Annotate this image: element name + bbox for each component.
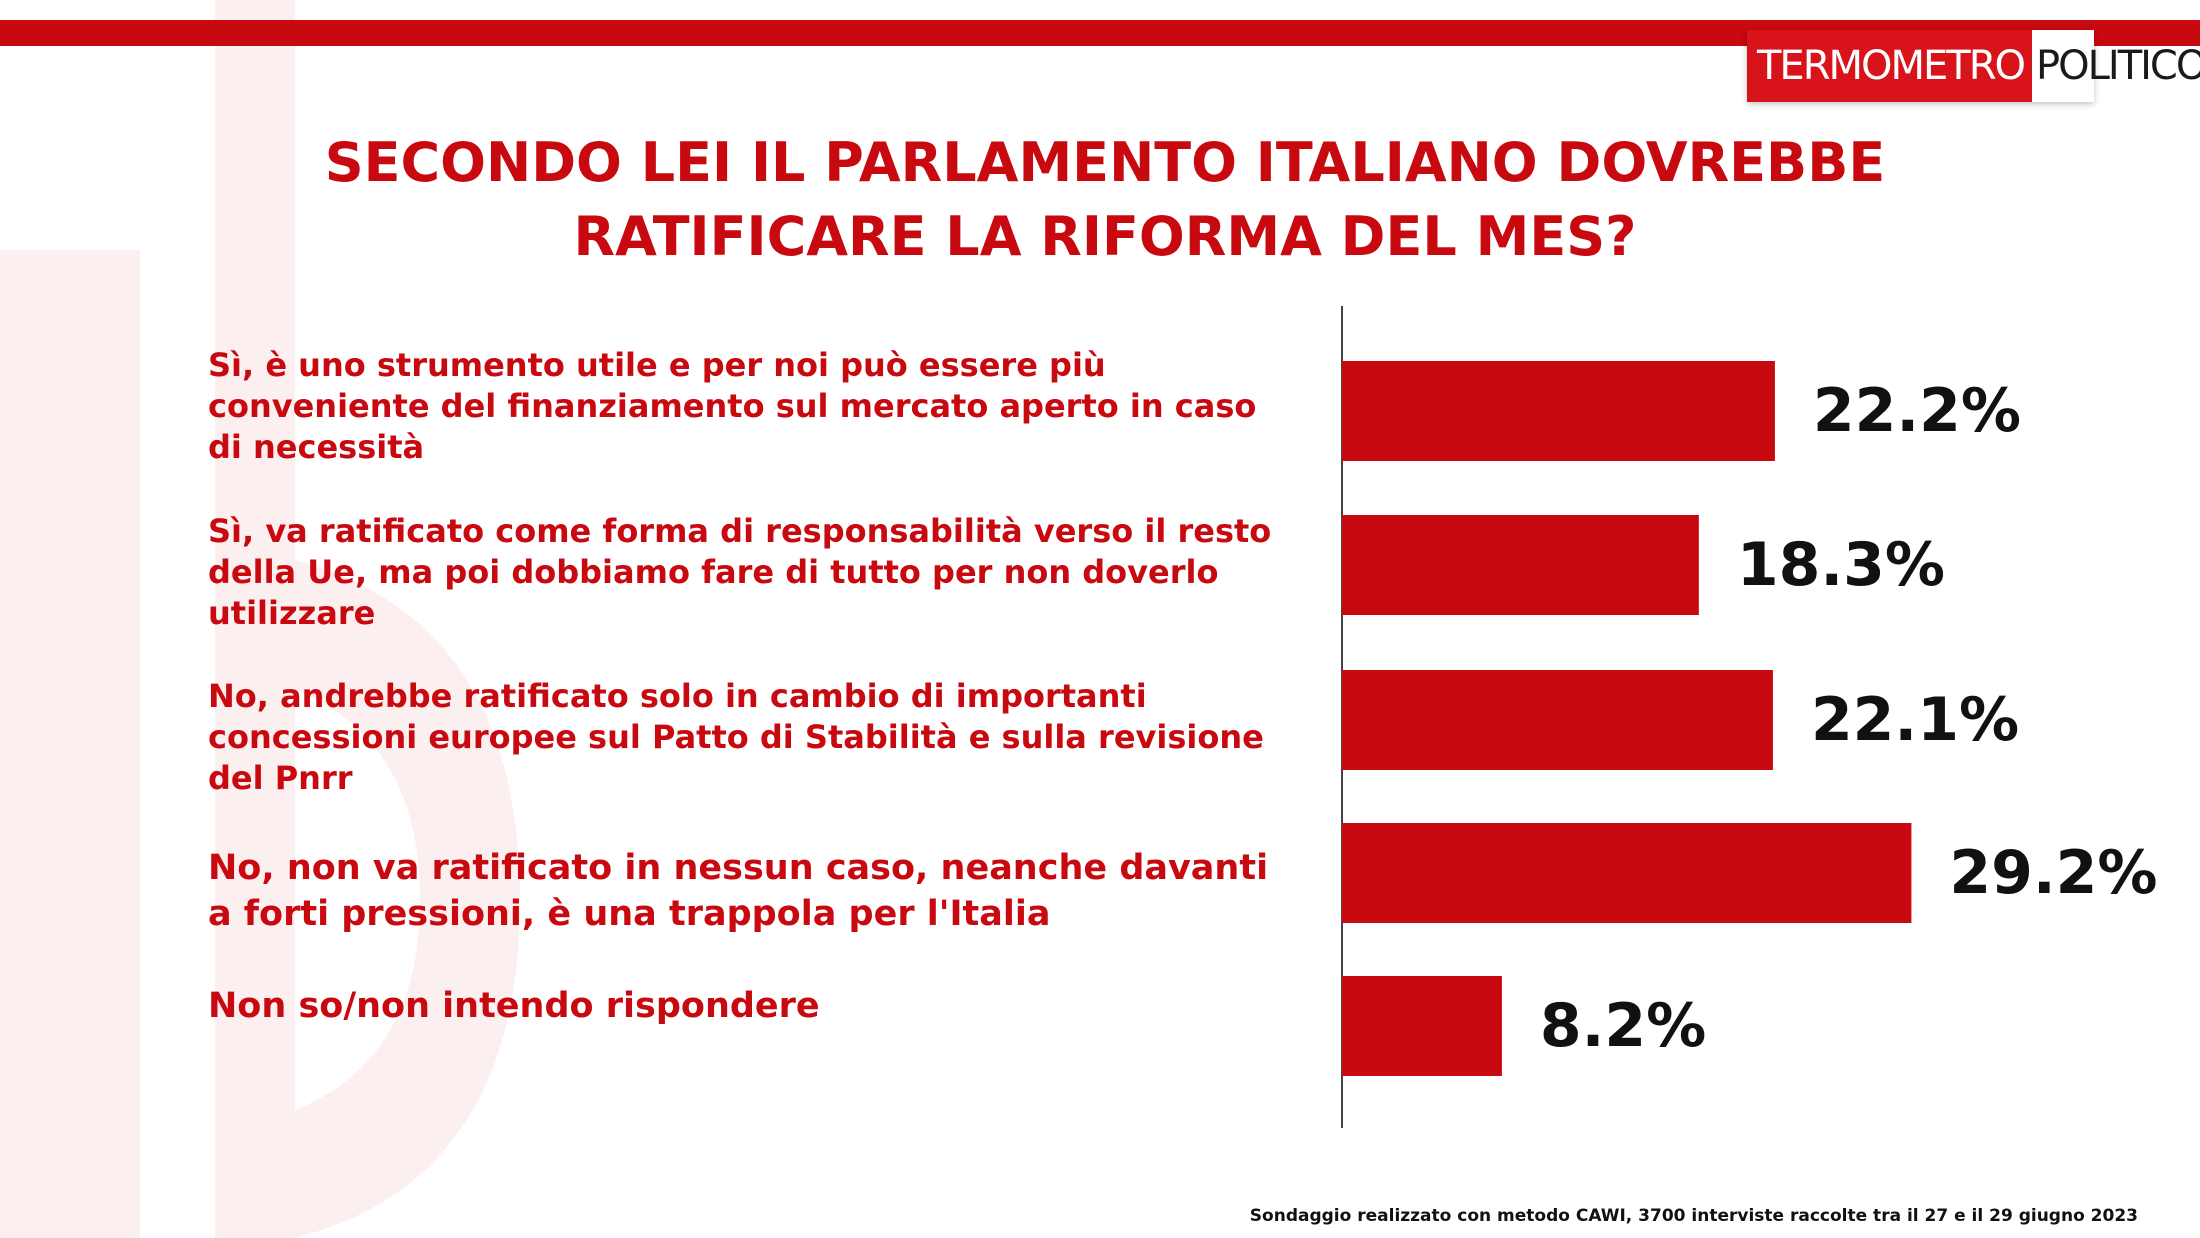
bar-2: [1342, 515, 1699, 615]
bar-1: [1342, 361, 1775, 461]
value-label-4: 29.2%: [1949, 838, 2157, 908]
bar-4: [1342, 823, 1912, 923]
value-label-1: 22.2%: [1813, 376, 2021, 446]
value-label-2: 18.3%: [1737, 530, 1945, 600]
category-label-3-line-1: No, andrebbe ratificato solo in cambio d…: [208, 677, 1147, 715]
category-label-2-line-2: della Ue, ma poi dobbiamo fare di tutto …: [208, 553, 1219, 591]
termometro-politico-logo: TERMOMETRO POLITICO: [1747, 30, 2200, 102]
category-label-1-line-2: conveniente del finanziamento sul mercat…: [208, 387, 1257, 425]
category-label-1: Sì, è uno strumento utile e per noi può …: [208, 345, 1308, 468]
title-line-1: SECONDO LEI IL PARLAMENTO ITALIANO DOVRE…: [324, 131, 1886, 194]
logo-part-white: POLITICO: [2036, 43, 2200, 89]
value-label-3: 22.1%: [1811, 685, 2019, 755]
title-line-2: RATIFICARE LA RIFORMA DEL MES?: [573, 205, 1637, 268]
category-label-4: No, non va ratificato in nessun caso, ne…: [208, 845, 1308, 937]
category-label-4-line-2: a forti pressioni, è una trappola per l'…: [208, 894, 1051, 934]
logo-part-red: TERMOMETRO: [1747, 30, 2032, 102]
survey-footnote: Sondaggio realizzato con metodo CAWI, 37…: [1249, 1206, 2138, 1226]
category-label-2: Sì, va ratificato come forma di responsa…: [208, 511, 1308, 634]
value-label-5: 8.2%: [1540, 991, 1706, 1061]
category-label-4-line-1: No, non va ratificato in nessun caso, ne…: [208, 848, 1269, 888]
chart-title: SECONDO LEI IL PARLAMENTO ITALIANO DOVRE…: [160, 126, 2050, 274]
category-label-1-line-1: Sì, è uno strumento utile e per noi può …: [208, 346, 1106, 384]
bar-5: [1342, 976, 1502, 1076]
category-label-3: No, andrebbe ratificato solo in cambio d…: [208, 676, 1308, 799]
category-label-1-line-3: di necessità: [208, 428, 425, 466]
bar-3: [1342, 670, 1773, 770]
category-label-2-line-3: utilizzare: [208, 594, 376, 632]
category-label-3-line-3: del Pnrr: [208, 759, 353, 797]
category-label-5: Non so/non intendo rispondere: [208, 983, 1308, 1029]
category-label-3-line-2: concessioni europee sul Patto di Stabili…: [208, 718, 1264, 756]
category-label-2-line-1: Sì, va ratificato come forma di responsa…: [208, 512, 1272, 550]
category-label-5-line-1: Non so/non intendo rispondere: [208, 986, 820, 1026]
